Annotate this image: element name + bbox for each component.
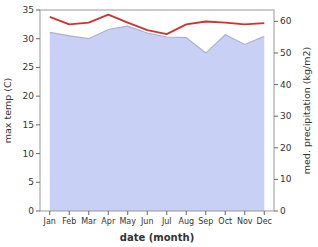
y-tick-label: 0 [28,206,34,216]
chart: 0 5 10 15 20 25 30 35 0 10 20 30 40 50 60 Jan Feb Mar AprM… [0,0,318,247]
y2-tick-label: 50 [280,48,292,58]
y2-axis-label: med. precipitation (kg/m2) [301,47,312,174]
x-tick-label: Jan [43,217,56,226]
y2-tick-label: 60 [280,16,292,26]
y2-tick [274,116,278,117]
y2-tick-label: 10 [280,174,292,184]
y2-tick [274,84,278,85]
y2-tick-label: 30 [280,111,292,121]
y-tick-label: 25 [23,62,34,72]
x-tick-label: Jun [140,217,154,226]
y-tick [36,153,40,154]
x-tick-label: Dec [257,217,272,226]
x-tick-label: Mar [81,217,97,226]
x-tick-label: Feb [62,217,76,226]
x-tick [205,211,206,215]
y-tick-label: 10 [23,149,35,159]
y-tick [36,96,40,97]
x-axis-label: date (month) [120,232,194,243]
x-tick-label: Sep [198,217,213,226]
y2-tick [274,179,278,180]
x-tick [127,211,128,215]
y2-tick-label: 0 [280,206,286,216]
y2-tick [274,211,278,212]
plot-area [50,15,265,211]
x-tick [225,211,226,215]
y2-tick [274,21,278,22]
y2-tick [274,147,278,148]
line [50,15,265,35]
y-tick-label: 35 [23,5,34,15]
plot-frame [40,10,274,211]
y-tick-label: 20 [23,91,35,101]
y-tick [36,182,40,183]
x-tick [186,211,187,215]
y-tick-label: 15 [23,120,34,130]
y2-tick [274,52,278,53]
x-tick [49,211,50,215]
x-tick [108,211,109,215]
y2-tick-label: 40 [280,80,292,90]
x-tick [166,211,167,215]
x-tick [244,211,245,215]
area-fill [50,26,265,211]
y-tick [36,211,40,212]
x-tick-label: Oct [218,217,232,226]
y2-tick-label: 20 [280,143,292,153]
x-tick [264,211,265,215]
y-axis-label: max temp (C) [2,78,13,144]
y-tick-label: 5 [28,177,34,187]
area-edge [50,26,265,53]
x-tick-label: Jul [161,217,172,226]
x-tick-label: Nov [237,217,253,226]
x-tick-label: May [119,217,136,226]
x-tick [147,211,148,215]
y-tick [36,67,40,68]
y-tick-label: 30 [23,34,35,44]
y-tick [36,124,40,125]
x-tick-label: Apr [101,217,116,226]
x-tick [88,211,89,215]
y-tick [36,10,40,11]
x-tick-label: Aug [178,217,194,226]
x-tick [69,211,70,215]
y-tick [36,38,40,39]
